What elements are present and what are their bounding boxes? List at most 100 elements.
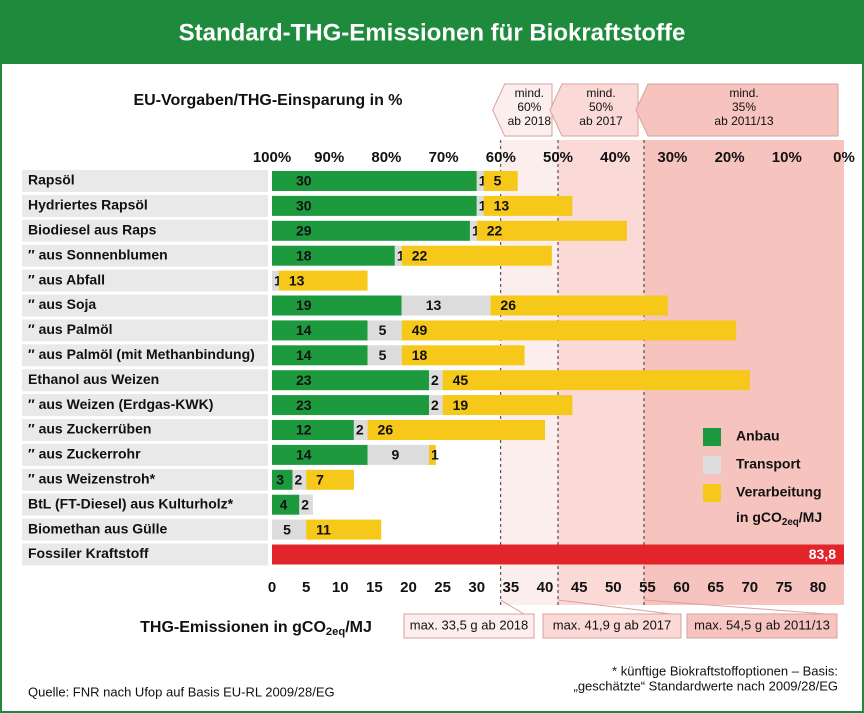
unit-subscript: 2eq — [782, 517, 799, 528]
bar-segment — [292, 469, 307, 490]
bar-value-label: 2 — [301, 496, 309, 512]
bar-value-label: 1 — [274, 272, 282, 288]
x-tick-label: 65 — [707, 579, 724, 596]
row-background — [22, 518, 268, 541]
unit-suffix: /MJ — [345, 619, 372, 636]
x2-tick-label: 50% — [543, 149, 573, 166]
row-background — [22, 244, 268, 267]
x2-axis-label: EU-Vorgaben/THG-Einsparung in % — [133, 92, 402, 109]
category-label: Ethanol aus Weizen — [28, 371, 159, 387]
row-background — [22, 443, 268, 466]
legend-label: Anbau — [736, 428, 780, 444]
bar-segment — [306, 469, 354, 490]
x-tick-label: 55 — [639, 579, 656, 596]
legend-swatch — [703, 484, 721, 502]
bar-value-label: 14 — [296, 347, 312, 363]
threshold-connector — [557, 599, 672, 615]
category-label: Rapsöl — [28, 172, 75, 188]
bar-segment — [442, 395, 573, 416]
bar-value-label: 30 — [296, 198, 312, 214]
bar-segment — [306, 519, 382, 540]
threshold-top-label: ab 2017 — [579, 114, 623, 128]
row-background — [22, 369, 268, 392]
bar-value-label: 2 — [431, 397, 439, 413]
x-tick-label: 15 — [366, 579, 383, 596]
category-label: ″ aus Zuckerrohr — [28, 446, 141, 462]
bar-segment — [272, 444, 368, 465]
bar-segment — [476, 195, 484, 216]
bar-segment — [272, 220, 470, 241]
category-label: ″ aus Weizenstroh* — [28, 471, 156, 487]
row-background — [22, 419, 268, 441]
x-tick-label: 10 — [332, 579, 349, 596]
category-label: ″ aus Palmöl — [28, 321, 113, 337]
x-tick-label: 60 — [673, 579, 690, 596]
bar-value-label: 18 — [412, 347, 428, 363]
bar-segment — [490, 295, 668, 316]
threshold-top-label: 60% — [517, 100, 541, 114]
bar-value-label: 1 — [472, 223, 480, 239]
bar-segment — [469, 220, 477, 241]
bar-segment — [272, 469, 293, 490]
bar-value-label: 4 — [280, 496, 288, 512]
unit-subscript: 2eq — [326, 626, 345, 638]
bar-segment — [272, 395, 429, 416]
unit-text: THG-Emissionen in gCO — [140, 619, 326, 636]
row-background — [22, 493, 268, 516]
bar-value-label: 1 — [431, 447, 439, 463]
unit-suffix: /MJ — [799, 509, 822, 525]
chart-title: Standard-THG-Emissionen für Biokraftstof… — [179, 19, 686, 46]
bar-value-label: 13 — [494, 198, 510, 214]
bar-value-label: 13 — [289, 272, 305, 288]
bar-segment — [299, 494, 313, 515]
category-label: ″ aus Sonnenblumen — [28, 246, 168, 262]
legend-swatch — [703, 428, 721, 446]
row-background — [22, 219, 268, 242]
bar-value-label: 5 — [379, 347, 387, 363]
bar-value-label: 3 — [276, 472, 284, 488]
bar-segment — [272, 171, 477, 191]
threshold-box — [635, 83, 839, 137]
x2-tick-label: 100% — [253, 149, 291, 166]
row-background — [22, 394, 268, 417]
category-label: ″ aus Palmöl (mit Methanbindung) — [28, 346, 255, 362]
bar-value-label: 2 — [431, 372, 439, 388]
bar-segment — [401, 295, 491, 316]
category-label: ″ aus Weizen (Erdgas-KWK) — [28, 396, 213, 412]
bar-segment — [483, 195, 573, 216]
row-background — [22, 543, 268, 566]
bar-segment — [483, 171, 518, 191]
bar-segment — [272, 295, 402, 316]
category-label: Biodiesel aus Raps — [28, 222, 157, 238]
legend-label: Transport — [736, 456, 801, 472]
x2-tick-label: 90% — [314, 149, 344, 166]
row-background — [22, 468, 268, 491]
threshold-bottom-box — [403, 613, 535, 639]
bar-segment — [272, 245, 395, 266]
bar-segment — [272, 370, 429, 391]
x-tick-label: 80 — [810, 579, 827, 596]
threshold-top-label: ab 2018 — [508, 114, 552, 128]
x2-tick-label: 60% — [486, 149, 516, 166]
bar-value-label: 49 — [412, 322, 428, 338]
threshold-bottom-label: max. 33,5 g ab 2018 — [410, 617, 529, 632]
bar-segment — [367, 420, 546, 440]
row-background — [22, 194, 268, 217]
x2-tick-label: 10% — [772, 149, 802, 166]
threshold-top-label: mind. — [586, 86, 615, 100]
x2-tick-label: 30% — [657, 149, 687, 166]
threshold-connector — [500, 599, 525, 615]
bar-value-label: 26 — [378, 422, 394, 438]
threshold-connector — [643, 599, 828, 615]
bar-value-label: 1 — [397, 247, 405, 263]
bar-value-label: 23 — [296, 397, 312, 413]
bar-segment — [272, 270, 279, 291]
x-tick-label: 75 — [776, 579, 793, 596]
row-background — [22, 170, 268, 192]
bar-value-label: 14 — [296, 322, 312, 338]
category-label: ″ aus Zuckerrüben — [28, 421, 151, 437]
legend-swatch — [703, 456, 721, 474]
bar-value-label: 1 — [479, 198, 487, 214]
category-label: Hydriertes Rapsöl — [28, 197, 148, 213]
bar-segment — [401, 320, 737, 341]
